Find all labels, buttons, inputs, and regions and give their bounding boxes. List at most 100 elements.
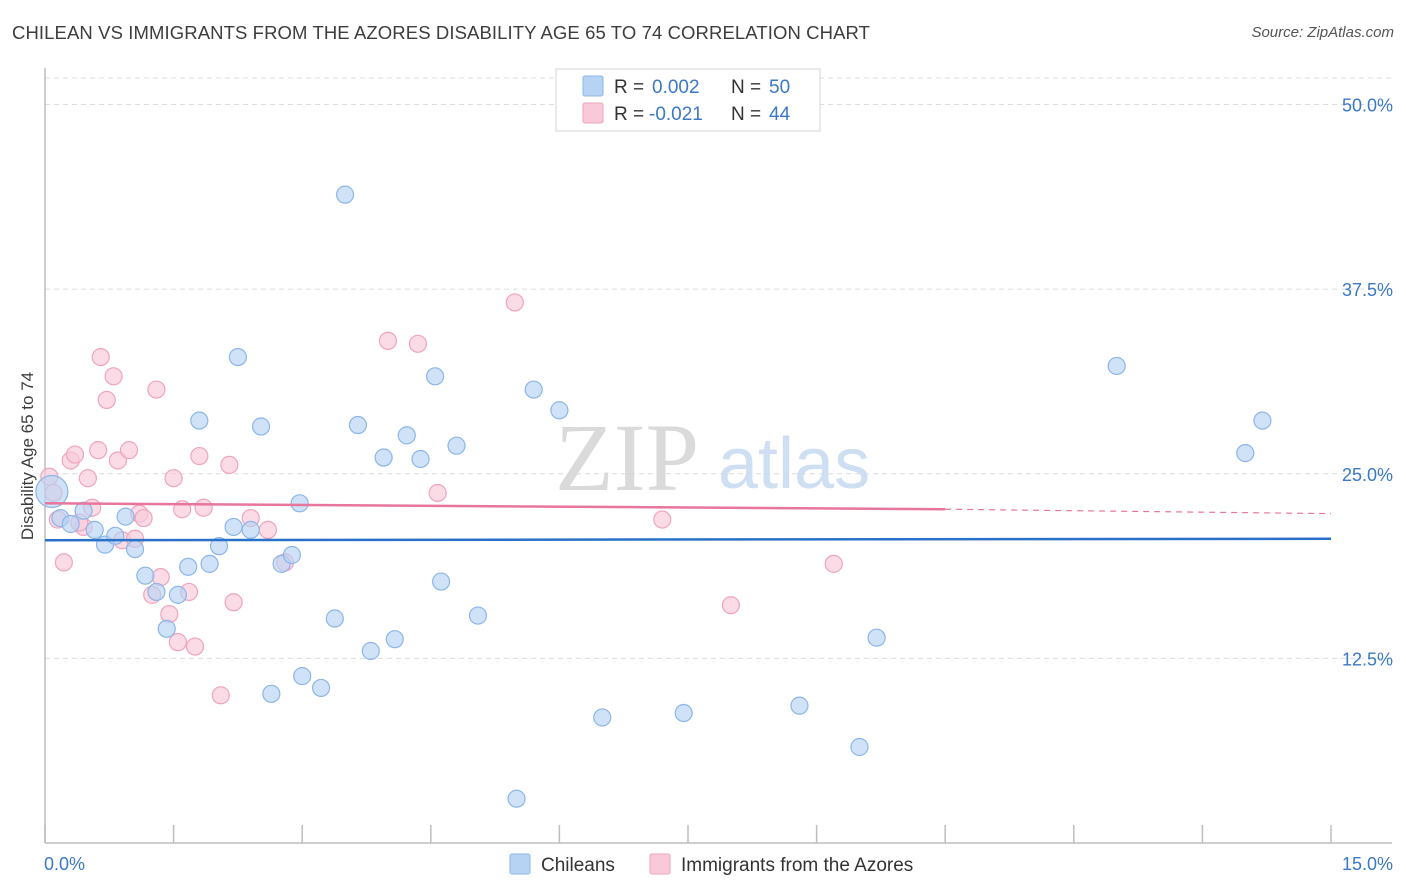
stats-legend-r-label: R =	[614, 77, 644, 98]
chileans-point	[790, 696, 809, 715]
azores-point	[220, 455, 239, 475]
stats-legend-n-label: N =	[731, 77, 761, 98]
chileans-point	[241, 520, 260, 539]
chileans-point	[468, 606, 488, 625]
azores-point	[164, 469, 183, 488]
azores-point	[408, 334, 428, 353]
y-tick-label: 37.5%	[1342, 280, 1393, 300]
azores-point	[505, 293, 524, 312]
azores-point	[721, 596, 740, 615]
y-tick-label: 25.0%	[1342, 465, 1393, 485]
chileans-point	[262, 684, 281, 703]
chileans-point	[361, 641, 380, 661]
blue-points	[35, 185, 1272, 808]
stats-legend-r-label: R =	[614, 104, 644, 125]
azores-point	[104, 367, 123, 386]
azores-point	[211, 686, 230, 705]
chileans-point	[1236, 443, 1255, 463]
chileans-point	[348, 415, 368, 435]
chileans-point	[593, 708, 612, 727]
stats-legend-n-value: 50	[769, 77, 790, 98]
azores-point	[134, 508, 153, 528]
chileans-point	[507, 789, 526, 808]
chileans-point	[106, 526, 125, 545]
chileans-point	[251, 417, 271, 436]
chileans-trendline	[44, 537, 1332, 542]
chileans-point	[311, 678, 331, 698]
chileans-point	[550, 401, 569, 420]
azores-point	[89, 441, 108, 460]
trendlines	[44, 502, 1332, 542]
azores-point	[190, 446, 209, 466]
chileans-point	[335, 185, 355, 204]
chart-title: CHILEAN VS IMMIGRANTS FROM THE AZORES DI…	[12, 22, 871, 43]
series-legend: Chileans Immigrants from the Azores	[509, 853, 913, 876]
stats-legend: R = 0.002 N = 50 R = -0.021 N = 44	[555, 68, 821, 132]
chileans-point	[61, 514, 80, 534]
y-tick-label: 50.0%	[1342, 96, 1393, 116]
azores-point	[54, 553, 73, 572]
chileans-point	[157, 619, 176, 638]
chileans-point	[1107, 356, 1126, 376]
chileans-point	[85, 520, 104, 539]
chileans-point	[168, 585, 187, 604]
stats-legend-r-value: -0.021	[649, 104, 703, 125]
azores-point	[194, 498, 213, 517]
azores-point	[168, 633, 187, 652]
stats-legend-swatch-pink	[582, 102, 604, 124]
chileans-point	[125, 539, 145, 559]
legend-label-chileans: Chileans	[541, 855, 615, 876]
legend-swatch-azores	[649, 853, 671, 875]
axes	[44, 68, 1392, 844]
chileans-point	[850, 737, 869, 757]
x-tick-label: 15.0%	[1342, 854, 1393, 874]
chileans-point	[282, 545, 302, 565]
legend-swatch-chileans	[509, 853, 531, 875]
azores-point	[147, 380, 166, 399]
chileans-point	[209, 537, 229, 556]
y-axis-label: Disability Age 65 to 74	[18, 372, 37, 540]
chileans-point	[385, 630, 404, 649]
azores-point	[119, 441, 139, 460]
azores-trendline-extension	[945, 508, 1332, 515]
stats-legend-r-value: 0.002	[652, 77, 700, 98]
watermark-zip: ZIP	[555, 404, 699, 511]
stats-legend-n-value: 44	[769, 104, 791, 125]
azores-point	[378, 331, 398, 350]
azores-point	[185, 637, 205, 656]
azores-point	[653, 510, 672, 529]
chileans-point	[325, 609, 344, 628]
x-tick-labels: 0.0% 15.0%	[44, 854, 1393, 874]
chileans-point	[74, 501, 93, 520]
chileans-point	[147, 582, 166, 602]
watermark-atlas: atlas	[718, 424, 870, 504]
chileans-point	[674, 703, 693, 723]
chileans-point	[425, 367, 445, 386]
azores-point	[97, 390, 116, 410]
azores-trendline	[44, 502, 946, 511]
azores-point	[91, 347, 110, 367]
chileans-point	[200, 554, 219, 573]
chileans-point	[290, 494, 309, 513]
chileans-point	[1253, 411, 1272, 430]
chileans-point	[447, 436, 466, 455]
chileans-point	[374, 448, 393, 467]
azores-point	[258, 520, 278, 539]
chileans-point	[867, 628, 886, 647]
azores-point	[824, 554, 843, 573]
chileans-point	[224, 517, 243, 537]
chileans-point	[431, 572, 451, 591]
chileans-point	[397, 426, 416, 445]
chileans-point	[190, 411, 209, 430]
azores-point	[78, 469, 97, 488]
x-tick-label: 0.0%	[44, 854, 85, 874]
chileans-point	[35, 474, 69, 509]
chileans-point	[524, 380, 543, 399]
stats-legend-swatch-blue	[582, 75, 604, 97]
watermark: ZIP atlas	[555, 404, 870, 511]
y-tick-label: 12.5%	[1342, 649, 1393, 669]
azores-point	[224, 593, 243, 612]
chileans-point	[116, 507, 135, 526]
azores-point	[65, 445, 85, 464]
